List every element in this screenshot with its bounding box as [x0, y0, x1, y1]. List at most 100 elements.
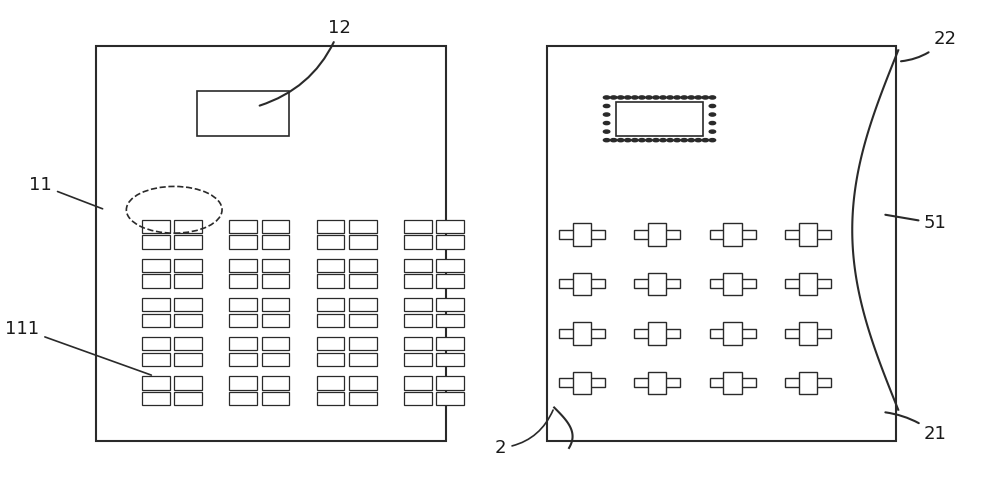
Circle shape — [702, 139, 709, 141]
Circle shape — [603, 130, 610, 133]
Circle shape — [695, 96, 702, 99]
Bar — [262, 259, 289, 272]
Circle shape — [674, 139, 680, 141]
Bar — [436, 220, 464, 233]
Bar — [404, 353, 432, 366]
Bar — [229, 314, 257, 327]
Bar — [349, 298, 377, 311]
Bar — [229, 259, 257, 272]
Bar — [436, 376, 464, 390]
Bar — [262, 314, 289, 327]
Bar — [785, 378, 831, 387]
Text: 111: 111 — [5, 320, 151, 375]
Bar — [142, 314, 170, 327]
Bar — [723, 322, 742, 345]
Bar — [142, 274, 170, 288]
Bar — [404, 220, 432, 233]
Circle shape — [667, 96, 673, 99]
Bar — [634, 329, 680, 338]
Bar — [142, 259, 170, 272]
Bar — [436, 259, 464, 272]
Bar — [142, 337, 170, 350]
Bar — [559, 378, 605, 387]
Bar — [404, 376, 432, 390]
Bar — [648, 371, 666, 394]
Bar — [229, 337, 257, 350]
Bar — [142, 376, 170, 390]
Bar — [262, 337, 289, 350]
Circle shape — [674, 96, 680, 99]
Bar — [262, 376, 289, 390]
Bar — [317, 337, 344, 350]
Bar — [404, 337, 432, 350]
Circle shape — [681, 139, 687, 141]
Bar — [573, 223, 591, 246]
Bar — [723, 371, 742, 394]
Text: 21: 21 — [885, 413, 947, 444]
Circle shape — [646, 96, 652, 99]
Bar — [799, 371, 817, 394]
Bar — [634, 378, 680, 387]
Bar — [634, 230, 680, 239]
Bar — [559, 329, 605, 338]
Circle shape — [709, 139, 716, 141]
Circle shape — [653, 139, 659, 141]
Circle shape — [625, 96, 631, 99]
Circle shape — [610, 139, 617, 141]
Bar — [785, 329, 831, 338]
Bar — [710, 329, 756, 338]
Circle shape — [702, 96, 709, 99]
Bar — [710, 378, 756, 387]
Circle shape — [688, 96, 694, 99]
Bar — [723, 223, 742, 246]
Circle shape — [639, 96, 645, 99]
Bar — [142, 220, 170, 233]
Bar — [799, 223, 817, 246]
Bar — [229, 235, 257, 249]
Circle shape — [709, 121, 716, 125]
Circle shape — [688, 139, 694, 141]
Bar — [262, 353, 289, 366]
Circle shape — [709, 96, 716, 99]
Bar — [174, 376, 202, 390]
Circle shape — [603, 96, 610, 99]
Circle shape — [625, 139, 631, 141]
Bar — [349, 259, 377, 272]
Bar — [648, 322, 666, 345]
Circle shape — [709, 104, 716, 108]
Bar — [436, 353, 464, 366]
Bar — [799, 322, 817, 345]
Circle shape — [660, 139, 666, 141]
Bar — [404, 259, 432, 272]
Bar — [174, 353, 202, 366]
Bar — [96, 46, 446, 441]
Text: 12: 12 — [260, 19, 351, 106]
Bar — [404, 392, 432, 405]
Bar — [262, 235, 289, 249]
Bar — [142, 353, 170, 366]
Bar — [349, 376, 377, 390]
Bar — [573, 322, 591, 345]
Bar — [436, 392, 464, 405]
Text: 11: 11 — [29, 176, 103, 209]
Bar — [317, 376, 344, 390]
Bar — [710, 230, 756, 239]
Bar — [317, 274, 344, 288]
Bar — [349, 337, 377, 350]
Circle shape — [667, 139, 673, 141]
Bar — [349, 274, 377, 288]
Circle shape — [632, 96, 638, 99]
Bar — [229, 274, 257, 288]
Circle shape — [681, 96, 687, 99]
Bar — [648, 223, 666, 246]
Bar — [142, 392, 170, 405]
Bar — [559, 230, 605, 239]
Bar — [648, 273, 666, 295]
Circle shape — [610, 96, 617, 99]
Bar — [317, 298, 344, 311]
Bar — [573, 371, 591, 394]
Bar — [349, 392, 377, 405]
Bar — [349, 220, 377, 233]
Bar — [547, 46, 896, 441]
Bar — [229, 392, 257, 405]
